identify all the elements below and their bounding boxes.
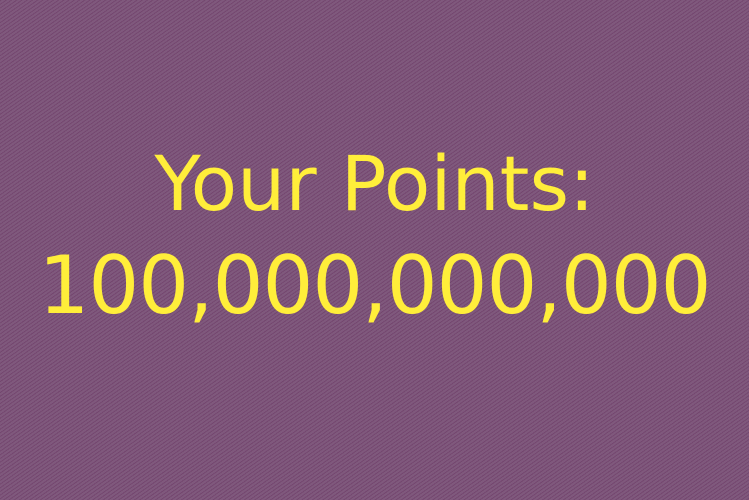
points-label: Your Points: [154,139,595,228]
points-value: 100,000,000,000 [38,239,711,332]
